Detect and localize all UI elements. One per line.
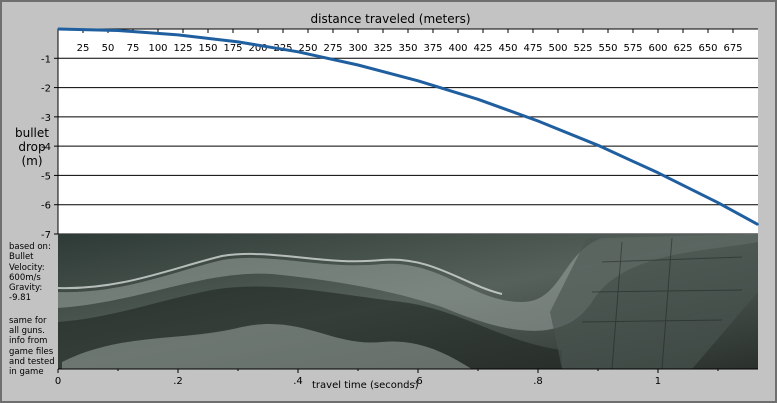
data-point (417, 80, 419, 82)
plot-area (58, 29, 758, 234)
x-tick-label: .2 (173, 376, 183, 387)
y-tick-label: -5 (41, 171, 51, 182)
top-tick-label: 650 (698, 43, 717, 54)
top-tick-label: 350 (398, 43, 417, 54)
x-tick-label: 1 (655, 376, 661, 387)
data-point (57, 28, 59, 30)
data-point (717, 201, 719, 204)
top-tick-label: 375 (423, 43, 442, 54)
top-tick-label: 250 (298, 43, 317, 54)
data-point (297, 51, 299, 53)
top-axis-title: distance traveled (meters) (310, 12, 471, 26)
top-tick-label: 425 (473, 43, 492, 54)
top-tick-label: 300 (348, 43, 367, 54)
top-tick-label: 500 (548, 43, 567, 54)
top-tick-label: 50 (102, 43, 115, 54)
x-tick-label: 0 (55, 376, 61, 387)
y-tick-label: -3 (41, 113, 51, 124)
y-tick-label: -2 (41, 84, 51, 95)
y-tick-label: -4 (41, 142, 51, 153)
data-point (177, 34, 179, 36)
top-tick-label: 625 (673, 43, 692, 54)
top-tick-label: 200 (248, 43, 267, 54)
x-tick-label: .6 (413, 376, 423, 387)
top-tick-label: 75 (127, 43, 140, 54)
x-axis-title: travel time (seconds) (312, 380, 419, 391)
y-tick-label: -7 (41, 230, 51, 241)
top-tick-label: 675 (723, 43, 742, 54)
data-point (537, 120, 539, 122)
top-tick-label: 25 (77, 43, 90, 54)
top-tick-label: 475 (523, 43, 542, 54)
top-tick-label: 100 (148, 43, 167, 54)
data-point (757, 223, 759, 226)
y-tick-label: -1 (41, 54, 51, 65)
x-tick-label: .4 (293, 376, 303, 387)
data-note: based on: Bullet Velocity: 600m/s Gravit… (9, 242, 59, 378)
top-tick-label: 400 (448, 43, 467, 54)
data-point (237, 41, 239, 43)
data-point (657, 171, 659, 174)
data-point (357, 64, 359, 66)
map-background (57, 234, 758, 370)
note-based-on: based on: Bullet Velocity: 600m/s Gravit… (9, 242, 51, 304)
top-tick-label: 325 (373, 43, 392, 54)
y-tick-label: -6 (41, 201, 51, 212)
top-tick-label: 600 (648, 43, 667, 54)
note-source: same for all guns. info from game files … (9, 315, 55, 378)
top-tick-label: 525 (573, 43, 592, 54)
data-point (477, 98, 479, 101)
top-tick-label: 125 (173, 43, 192, 54)
data-point (117, 29, 119, 32)
top-tick-label: 150 (198, 43, 217, 54)
x-tick-label: .8 (533, 376, 543, 387)
top-tick-label: 550 (598, 43, 617, 54)
top-tick-label: 575 (623, 43, 642, 54)
data-point (597, 144, 599, 147)
top-tick-label: 275 (323, 43, 342, 54)
top-tick-label: 175 (223, 43, 242, 54)
y-axis-title: bullet drop (m) (15, 126, 49, 168)
top-tick-label: 450 (498, 43, 517, 54)
